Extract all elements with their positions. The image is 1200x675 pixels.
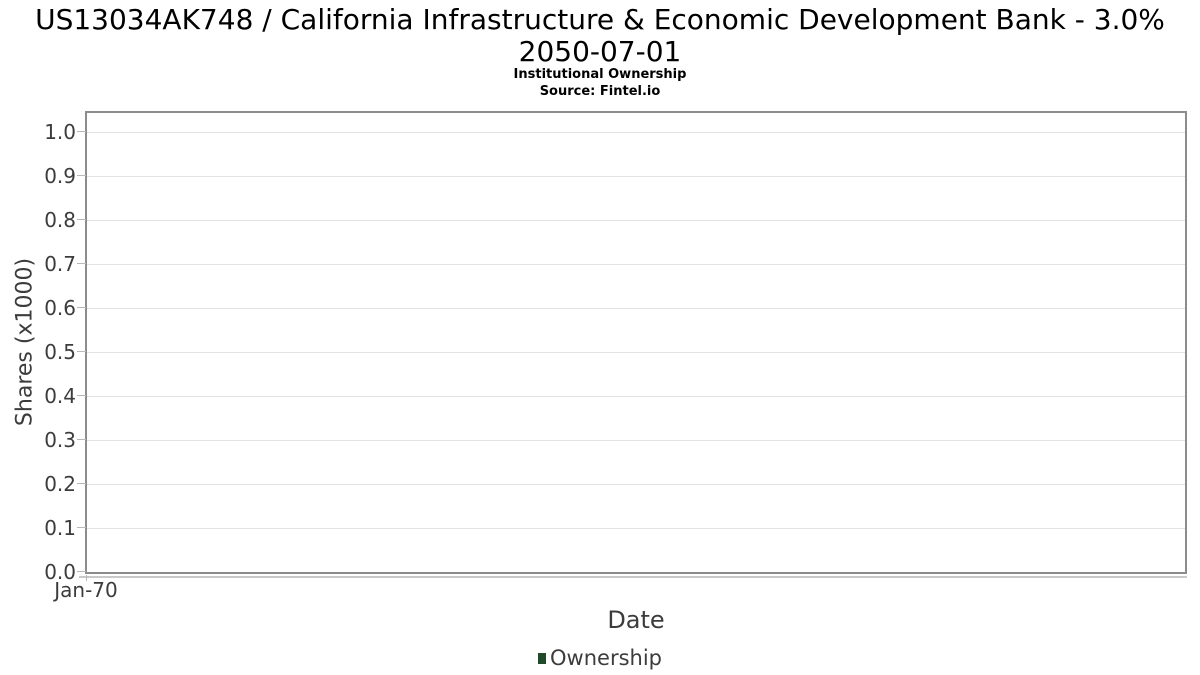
x-axis-title: Date: [607, 606, 665, 634]
y-tick-label-0.9: 0.9: [44, 164, 76, 188]
gridline-0.6: [87, 308, 1185, 309]
gridline-0.7: [87, 264, 1185, 265]
y-tick-label-0.0: 0.0: [44, 560, 76, 584]
gridline-0.5: [87, 352, 1185, 353]
y-tick-mark-0.6: [77, 307, 86, 308]
y-tick-label-1.0: 1.0: [44, 120, 76, 144]
chart-source-note: Source: Fintel.io: [539, 84, 661, 99]
x-tick-label: Jan-70: [54, 578, 118, 602]
chart-title-line-1: US13034AK748 / California Infrastructure…: [35, 3, 1165, 36]
y-tick-label-0.6: 0.6: [44, 296, 76, 320]
y-axis-title: Shares (x1000): [12, 257, 38, 427]
gridline-0.9: [87, 176, 1185, 177]
gridline-0.4: [87, 396, 1185, 397]
y-tick-label-0.3: 0.3: [44, 428, 76, 452]
y-tick-mark-0.0: [77, 571, 86, 572]
gridline-0.2: [87, 484, 1185, 485]
y-tick-label-0.5: 0.5: [44, 340, 76, 364]
gridline-0.3: [87, 440, 1185, 441]
y-tick-mark-0.4: [77, 395, 86, 396]
chart-title: US13034AK748 / California Infrastructure…: [0, 4, 1200, 68]
chart-title-line-2: 2050-07-01: [518, 35, 682, 68]
x-tick-mark: [86, 575, 87, 581]
y-tick-label-0.8: 0.8: [44, 208, 76, 232]
y-tick-label-0.4: 0.4: [44, 384, 76, 408]
y-tick-label-0.2: 0.2: [44, 472, 76, 496]
y-tick-mark-0.9: [77, 175, 86, 176]
y-tick-mark-0.8: [77, 219, 86, 220]
gridline-0.8: [87, 220, 1185, 221]
legend-swatch-ownership: [538, 652, 547, 664]
chart-subtitle: Institutional Ownership: [513, 67, 687, 82]
gridline-0.1: [87, 528, 1185, 529]
plot-area: [85, 111, 1187, 574]
y-tick-mark-0.5: [77, 351, 86, 352]
y-tick-mark-0.7: [77, 263, 86, 264]
y-tick-label-0.1: 0.1: [44, 516, 76, 540]
y-tick-label-0.7: 0.7: [44, 252, 76, 276]
y-tick-mark-0.2: [77, 483, 86, 484]
gridline-1.0: [87, 132, 1185, 133]
y-tick-mark-0.3: [77, 439, 86, 440]
y-tick-mark-0.1: [77, 527, 86, 528]
legend-label-ownership: Ownership: [550, 646, 662, 670]
legend: Ownership: [538, 645, 662, 671]
y-tick-mark-1.0: [77, 131, 86, 132]
x-axis-shadow-line: [79, 576, 1187, 578]
